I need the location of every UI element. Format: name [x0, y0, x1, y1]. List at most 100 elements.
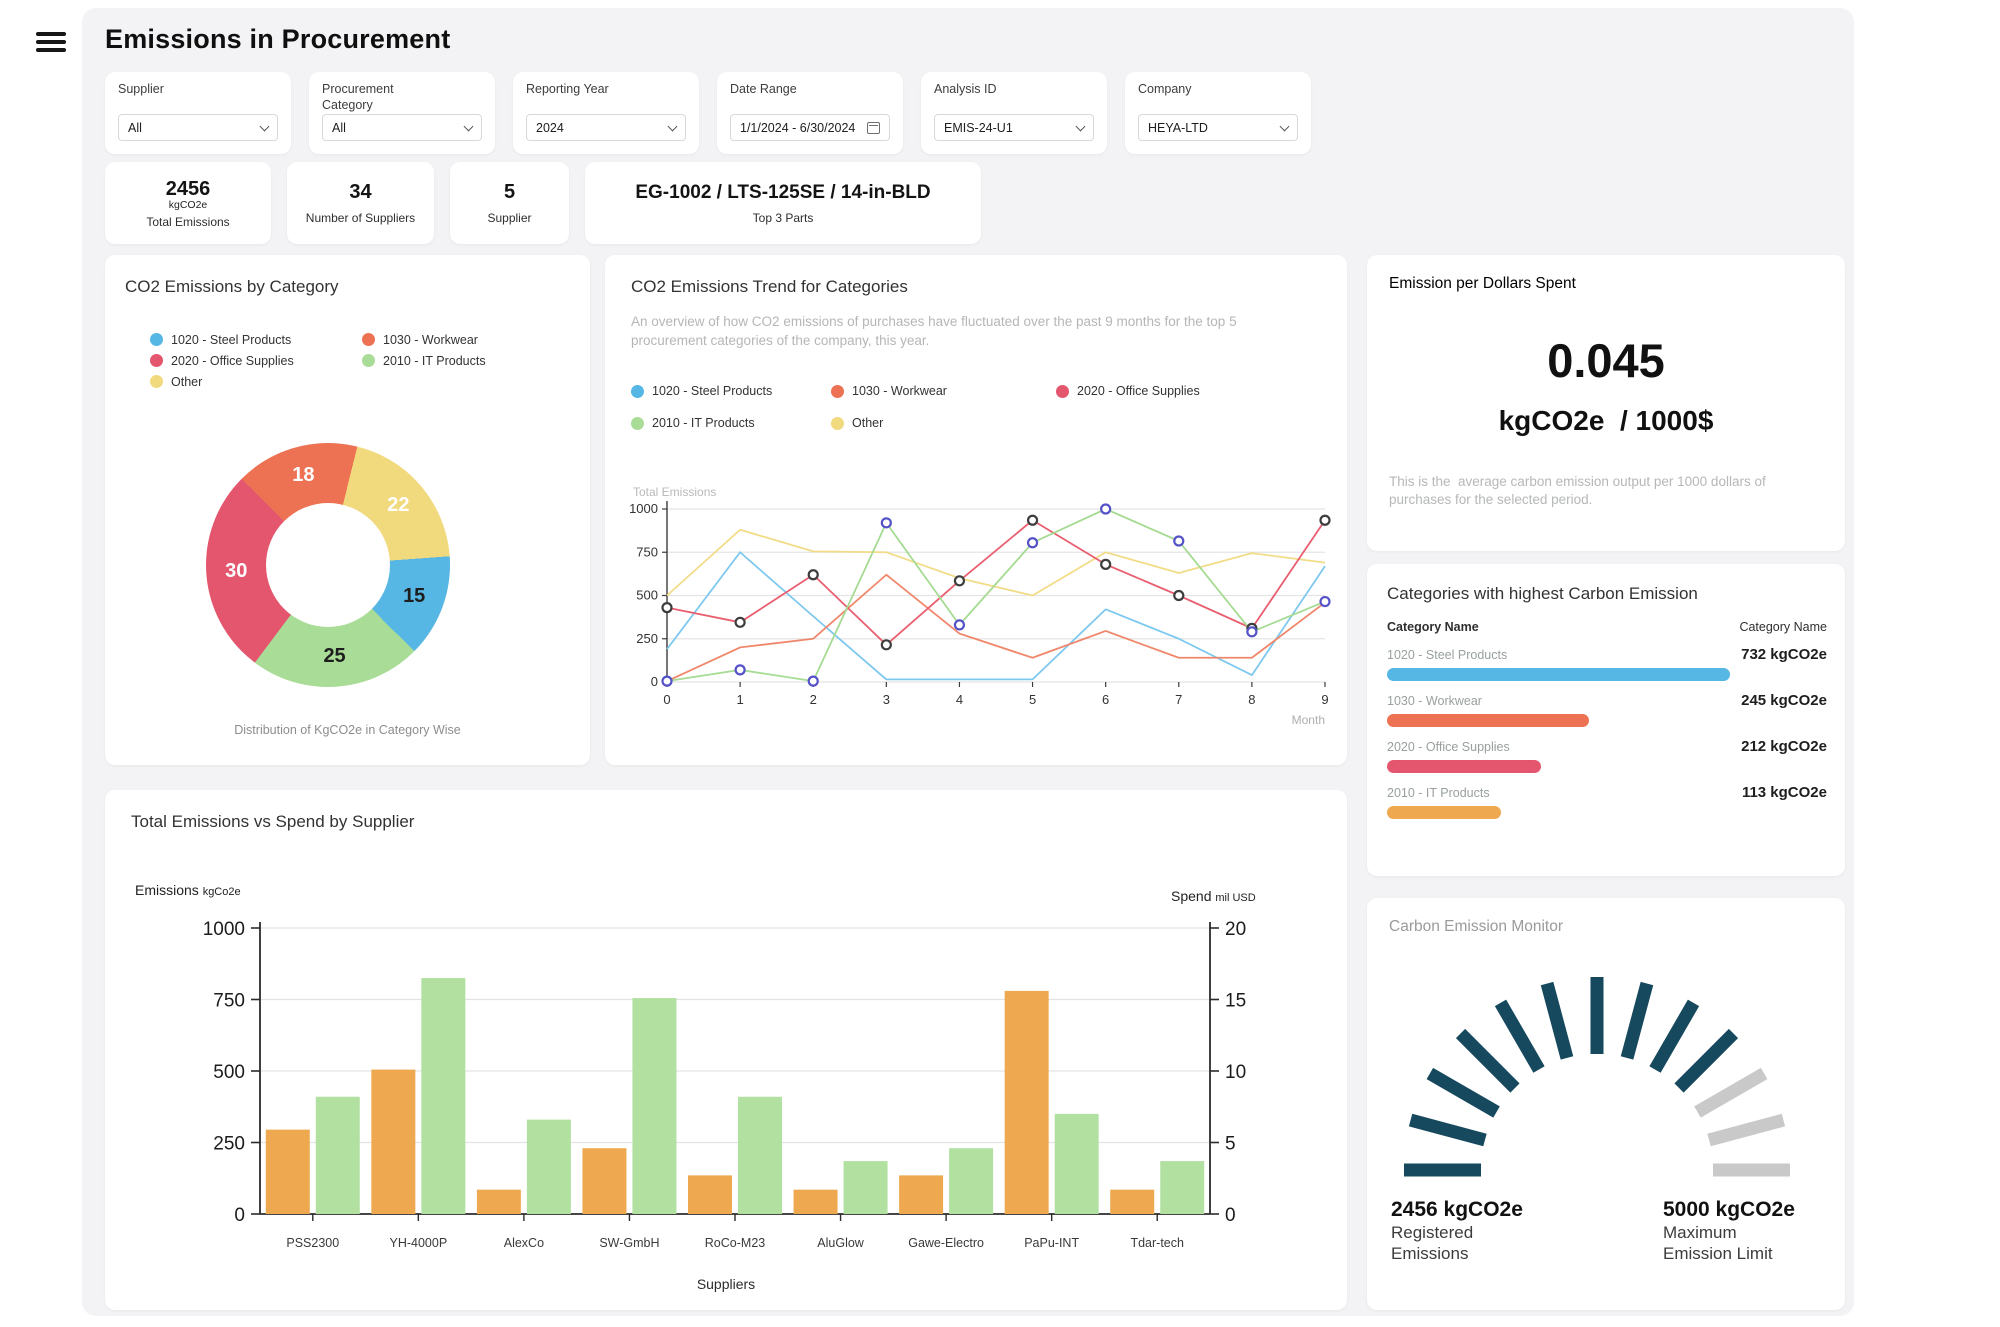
category-row: 1030 - Workwear 245 kgCO2e — [1387, 692, 1827, 727]
filter-label: Date Range — [730, 82, 797, 96]
kpi-top-3-parts: EG-1002 / LTS-125SE / 14-in-BLD Top 3 Pa… — [585, 162, 981, 244]
svg-text:750: 750 — [636, 544, 658, 559]
category-row: 1020 - Steel Products 732 kgCO2e — [1387, 646, 1827, 681]
legend-label: 2020 - Office Supplies — [171, 353, 294, 368]
epd-description: This is the average carbon emission outp… — [1389, 474, 1770, 508]
donut-segment-value: 30 — [225, 559, 248, 582]
kpi-value: 34 — [349, 181, 372, 203]
emissions-vs-spend-card: Total Emissions vs Spend by Supplier Emi… — [105, 790, 1347, 1310]
svg-text:Gawe-Electro: Gawe-Electro — [908, 1236, 984, 1250]
donut-legend-item[interactable]: 2010 - IT Products — [362, 350, 570, 371]
kpi-label: Total Emissions — [146, 214, 230, 229]
donut-legend-item[interactable]: 1030 - Workwear — [362, 329, 570, 350]
category-row: 2010 - IT Products 113 kgCO2e — [1387, 784, 1827, 819]
svg-text:1: 1 — [736, 692, 743, 707]
svg-text:4: 4 — [956, 692, 963, 707]
kpi-value: EG-1002 / LTS-125SE / 14-in-BLD — [635, 181, 931, 203]
category-bar — [1387, 760, 1541, 773]
trend-line-chart: Total Emissions 0 250 500 750 1000 0 1 2 3 4 5 6 7 8 9 M… — [629, 485, 1331, 727]
kpi-unit: kgCO2e — [168, 198, 208, 211]
legend-label: 1030 - Workwear — [383, 332, 478, 347]
kpi-label: Supplier — [487, 211, 532, 225]
trend-legend-item[interactable]: 2020 - Office Supplies — [1056, 375, 1316, 407]
chevron-down-icon — [463, 121, 474, 131]
gauge-value: 2456 kgCO2e — [1391, 1198, 1523, 1221]
category-bar — [1387, 714, 1590, 727]
calendar-icon — [867, 121, 880, 134]
category-table-headers: Category Name Category Name — [1387, 620, 1827, 634]
dashboard: Emissions in Procurement Supplier All Pr… — [82, 8, 1854, 1316]
legend-label: 2010 - IT Products — [383, 353, 486, 368]
svg-text:SW-GmbH: SW-GmbH — [599, 1236, 659, 1250]
legend-label: 1020 - Steel Products — [652, 384, 773, 398]
kpi-supplier: 5 Supplier — [450, 162, 569, 244]
svg-text:RoCo-M23: RoCo-M23 — [705, 1236, 765, 1250]
legend-dot-icon — [150, 354, 163, 367]
filter-value: HEYA-LTD — [1148, 120, 1208, 135]
card-title: CO2 Emissions by Category — [125, 277, 339, 296]
legend-label: Other — [171, 374, 203, 389]
filter-reporting-year: Reporting Year 2024 — [513, 72, 699, 154]
legend-label: Other — [852, 416, 884, 430]
donut-legend-item[interactable]: 1020 - Steel Products — [150, 329, 362, 350]
svg-text:500: 500 — [213, 1062, 245, 1083]
legend-dot-icon — [631, 416, 644, 430]
filter-date-range: Date Range 1/1/2024 - 6/30/2024 — [717, 72, 903, 154]
legend-dot-icon — [362, 333, 375, 346]
category-name: 2010 - IT Products — [1387, 786, 1490, 800]
emission-gauge — [1404, 977, 1790, 1177]
gauge-caption: Emission Limit — [1663, 1244, 1773, 1264]
legend-label: 2020 - Office Supplies — [1077, 384, 1200, 398]
filter-company: Company HEYA-LTD — [1125, 72, 1311, 154]
svg-text:YH-4000P: YH-4000P — [389, 1236, 447, 1250]
svg-text:250: 250 — [213, 1134, 245, 1155]
svg-text:7: 7 — [1175, 692, 1182, 707]
trend-legend-item[interactable]: Other — [831, 407, 1056, 439]
supplier-select[interactable]: All — [118, 114, 278, 141]
kpi-value: 2456 — [165, 177, 211, 200]
filter-value: All — [128, 120, 142, 135]
menu-icon[interactable] — [36, 32, 66, 56]
procurement-category-select[interactable]: All — [322, 114, 482, 141]
legend-dot-icon — [150, 375, 163, 388]
card-title: Emission per Dollars Spent — [1389, 275, 1576, 292]
svg-text:1000: 1000 — [203, 919, 245, 940]
svg-text:0: 0 — [651, 674, 658, 689]
donut-segment-value: 25 — [323, 644, 346, 667]
svg-text:5: 5 — [1225, 1134, 1236, 1155]
svg-text:0: 0 — [663, 692, 670, 707]
donut-legend-item[interactable]: Other — [150, 371, 362, 392]
filter-label: Procurement Category — [322, 82, 394, 112]
svg-text:750: 750 — [213, 991, 245, 1012]
date-range-input[interactable]: 1/1/2024 - 6/30/2024 — [730, 114, 890, 141]
svg-text:8: 8 — [1248, 692, 1255, 707]
filter-label: Supplier — [118, 82, 164, 96]
donut-segment-value: 18 — [292, 464, 315, 487]
card-title: Carbon Emission Monitor — [1389, 918, 1564, 935]
svg-text:Month: Month — [1292, 713, 1325, 727]
x-axis-title: Suppliers — [696, 1276, 756, 1292]
page-title: Emissions in Procurement — [105, 24, 451, 54]
svg-text:0: 0 — [234, 1205, 245, 1226]
trend-legend-item[interactable]: 1030 - Workwear — [831, 375, 1056, 407]
svg-text:6: 6 — [1102, 692, 1109, 707]
reporting-year-select[interactable]: 2024 — [526, 114, 686, 141]
company-select[interactable]: HEYA-LTD — [1138, 114, 1298, 141]
right-axis-label: Spend mil USD — [1171, 888, 1256, 904]
svg-text:15: 15 — [1225, 991, 1246, 1012]
trend-legend-item[interactable]: 2010 - IT Products — [631, 407, 831, 439]
kpi-label: Top 3 Parts — [752, 210, 814, 225]
column-header: Category Name — [1739, 620, 1827, 634]
trend-legend-item[interactable]: 1020 - Steel Products — [631, 375, 831, 407]
trend-card: CO2 Emissions Trend for Categories An ov… — [605, 255, 1347, 765]
category-name: 1020 - Steel Products — [1387, 648, 1508, 662]
donut-card: CO2 Emissions by Category 1020 - Steel P… — [105, 255, 590, 765]
donut-caption: Distribution of KgCO2e in Category Wise — [234, 723, 461, 737]
donut-legend-item[interactable]: 2020 - Office Supplies — [150, 350, 362, 371]
analysis-id-select[interactable]: EMIS-24-U1 — [934, 114, 1094, 141]
category-bar — [1387, 806, 1502, 819]
carbon-emission-monitor-card: Carbon Emission Monitor 2456 kgCO2e Regi… — [1367, 898, 1845, 1310]
legend-dot-icon — [831, 384, 844, 398]
svg-text:3: 3 — [883, 692, 890, 707]
gauge-caption: Maximum — [1663, 1223, 1737, 1242]
